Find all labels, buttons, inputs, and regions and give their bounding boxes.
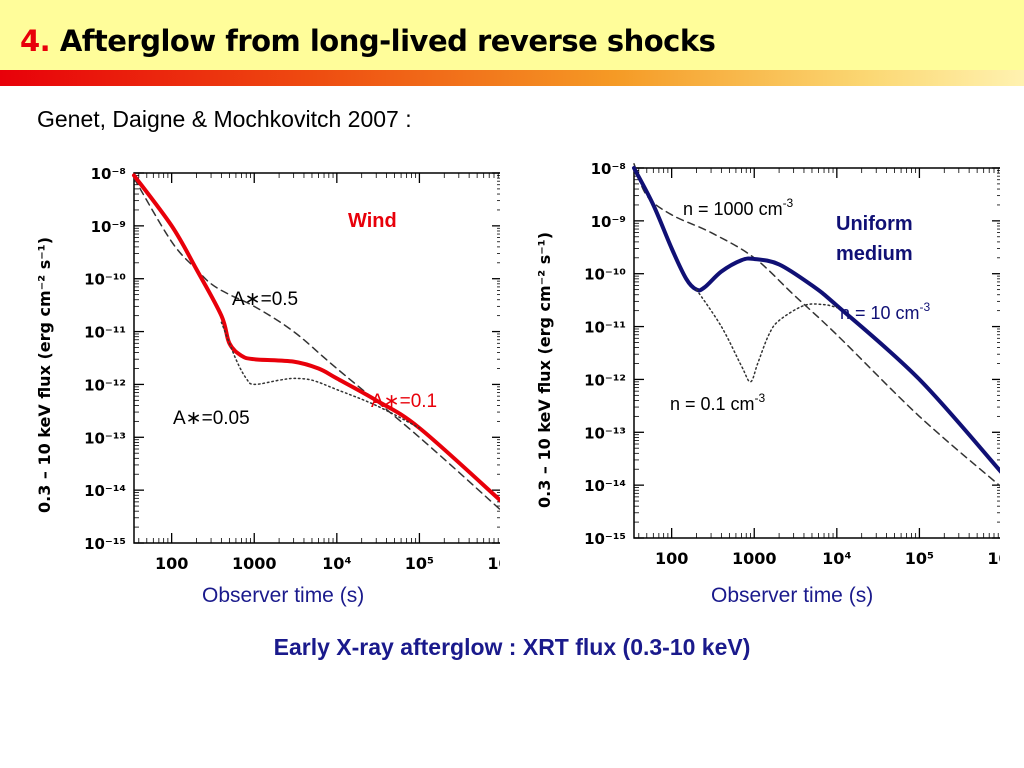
y-tick-label: 10⁻¹⁵ <box>584 530 626 548</box>
wind-label: Wind <box>348 210 397 232</box>
series-line-1 <box>632 166 1000 474</box>
x-tick-label: 100 <box>655 549 688 568</box>
x-tick-label: 1000 <box>232 554 277 573</box>
y-tick-label: 10⁻⁹ <box>591 213 626 231</box>
x-tick-label: 10⁵ <box>405 554 434 573</box>
uniform-medium-chart: 0.3 – 10 keV flux (erg cm⁻² s⁻¹) 10⁻⁸10⁻… <box>535 160 1000 568</box>
series-line-0 <box>133 177 500 511</box>
plot-frame <box>133 172 500 544</box>
annotation-a05: A∗=0.5 <box>232 289 298 310</box>
y-tick-label: 10⁻⁹ <box>91 218 126 236</box>
citation: Genet, Daigne & Mochkovitch 2007 : <box>37 106 412 132</box>
annotation-n1000: n = 1000 cm-3 <box>683 196 794 219</box>
annotation-a01: A∗=0.1 <box>371 391 437 412</box>
series-group <box>632 163 1000 487</box>
y-tick-label: 10⁻¹⁵ <box>84 535 126 553</box>
medium-label: medium <box>836 243 913 265</box>
x-tick-label: 10⁵ <box>905 549 934 568</box>
annotation-n10: n = 10 cm-3 <box>840 300 931 323</box>
y-tick-label: 10⁻¹¹ <box>584 319 626 337</box>
x-tick-label: 1000 <box>732 549 777 568</box>
annotation-n01-exp: -3 <box>755 391 766 405</box>
axis-ticks: 10⁻⁸ 10⁻⁹ 10⁻¹⁰ 10⁻¹¹ 10⁻¹² 10⁻¹³ 10⁻¹⁴ 10⁻¹⁵ 10… <box>84 165 500 573</box>
axis-ticks: 10⁻⁸ 10⁻⁹ 10⁻¹⁰ 10⁻¹¹ 10⁻¹² 10⁻¹³ 10⁻¹⁴ 10⁻¹⁵ 10… <box>584 160 1000 568</box>
header-gradient-bar <box>0 70 1024 86</box>
slide-caption: Early X-ray afterglow : XRT flux (0.3-10… <box>273 634 751 660</box>
series-group <box>132 173 500 511</box>
slide-title: 4. Afterglow from long-lived reverse sho… <box>20 24 716 58</box>
y-axis-label: 0.3 – 10 keV flux (erg cm⁻² s⁻¹) <box>35 237 54 513</box>
y-tick-label: 10⁻¹⁰ <box>84 271 126 289</box>
y-tick-label: 10⁻¹⁴ <box>84 482 126 500</box>
annotation-n01: n = 0.1 cm-3 <box>670 391 766 414</box>
series-line-2 <box>220 321 421 429</box>
series-line-0 <box>633 163 1000 487</box>
plot-frame <box>633 167 1000 539</box>
y-tick-label: 10⁻¹² <box>84 376 126 394</box>
y-axis-label: 0.3 – 10 keV flux (erg cm⁻² s⁻¹) <box>535 232 554 508</box>
y-tick-label: 10⁻¹² <box>584 371 626 389</box>
series-line-1 <box>132 173 500 503</box>
wind-chart: 0.3 – 10 keV flux (erg cm⁻² s⁻¹) 10⁻⁸10⁻… <box>35 165 500 573</box>
uniform-label: Uniform <box>836 213 913 235</box>
y-tick-label: 10⁻⁸ <box>591 160 626 178</box>
section-number: 4. <box>20 24 51 58</box>
x-tick-label: 10⁴ <box>322 554 351 573</box>
y-tick-label: 10⁻¹⁰ <box>584 266 626 284</box>
annotation-n1000-exp: -3 <box>783 196 794 210</box>
x-axis-label-left: Observer time (s) <box>202 584 365 607</box>
title-text: Afterglow from long-lived reverse shocks <box>59 24 716 58</box>
y-tick-label: 10⁻¹¹ <box>84 324 126 342</box>
annotation-a005: A∗=0.05 <box>173 408 250 429</box>
x-axis-label-right: Observer time (s) <box>711 584 874 607</box>
slide-header: 4. Afterglow from long-lived reverse sho… <box>0 0 1024 70</box>
annotation-n1000-text: n = 1000 cm <box>683 199 783 219</box>
annotation-n10-exp: -3 <box>920 300 931 314</box>
annotation-n01-text: n = 0.1 cm <box>670 394 755 414</box>
series-line-2 <box>695 288 838 383</box>
y-tick-label: 10⁻¹³ <box>84 429 126 447</box>
x-tick-label: 100 <box>155 554 188 573</box>
y-tick-label: 10⁻⁸ <box>91 165 126 183</box>
x-tick-label: 10⁴ <box>822 549 851 568</box>
y-tick-label: 10⁻¹⁴ <box>584 477 626 495</box>
x-tick-label: 10⁶ <box>987 549 1000 568</box>
x-tick-label: 10⁶ <box>487 554 500 573</box>
y-tick-label: 10⁻¹³ <box>584 424 626 442</box>
annotation-n10-text: n = 10 cm <box>840 303 920 323</box>
